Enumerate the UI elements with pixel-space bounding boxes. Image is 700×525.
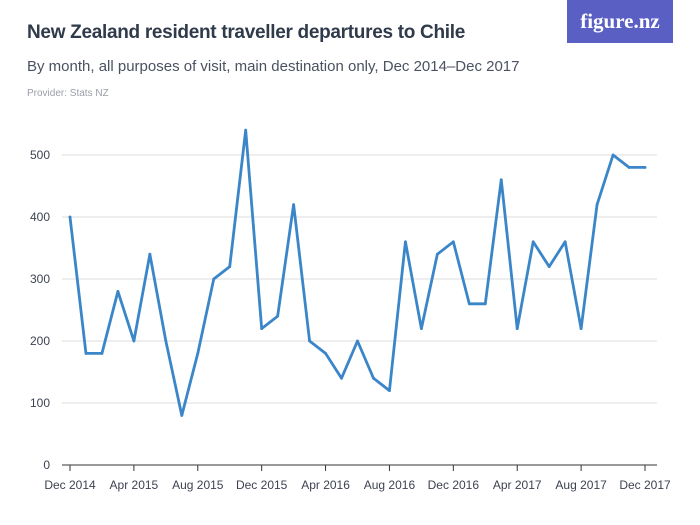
x-tick-label: Apr 2016 (301, 478, 350, 492)
data-point (292, 203, 296, 207)
chart-subtitle: By month, all purposes of visit, main de… (27, 58, 520, 75)
data-point (611, 153, 615, 157)
x-tick-label: Aug 2015 (172, 478, 224, 492)
data-point (260, 327, 264, 330)
data-point (116, 290, 120, 293)
data-point (531, 240, 535, 244)
data-point (308, 339, 311, 343)
data-point (404, 240, 407, 244)
data-point (451, 240, 455, 244)
x-tick-label: Apr 2015 (110, 478, 159, 492)
data-point (372, 376, 375, 380)
data-point (340, 376, 343, 380)
data-provider: Provider: Stats NZ (27, 88, 109, 99)
data-point (228, 265, 232, 268)
data-point (180, 414, 184, 417)
data-point (132, 339, 136, 343)
data-point (483, 302, 487, 306)
gridlines (62, 154, 657, 404)
data-point (276, 314, 280, 318)
data-point (563, 240, 567, 244)
data-point (579, 327, 583, 330)
data-point (100, 352, 104, 355)
data-point (499, 178, 503, 182)
x-tick-label: Aug 2016 (364, 478, 416, 492)
x-tick-label: Dec 2014 (44, 478, 96, 492)
data-point (435, 252, 439, 256)
y-tick-label: 400 (30, 210, 50, 224)
x-tick-label: Dec 2015 (236, 478, 288, 492)
data-point (148, 252, 152, 256)
data-point (515, 327, 519, 330)
chart-title: New Zealand resident traveller departure… (27, 22, 465, 43)
series-line (68, 128, 647, 417)
data-point (244, 128, 248, 132)
data-point (643, 166, 647, 169)
data-point (388, 389, 391, 392)
data-point (627, 166, 631, 169)
y-tick-label: 200 (30, 334, 50, 348)
data-point (356, 339, 359, 343)
data-point (212, 277, 216, 281)
y-axis: 0 100 200 300 400 500 (30, 148, 50, 472)
data-point (595, 203, 599, 207)
series-departures (68, 128, 647, 417)
y-tick-label: 100 (30, 396, 50, 410)
data-point (196, 352, 200, 355)
data-point (68, 215, 72, 219)
y-tick-label: 0 (43, 458, 50, 472)
x-tick-label: Aug 2017 (555, 478, 607, 492)
data-point (547, 265, 551, 268)
data-point (164, 339, 168, 343)
x-tick-label: Dec 2017 (619, 478, 671, 492)
x-tick-label: Dec 2016 (428, 478, 480, 492)
data-point (84, 352, 88, 355)
x-tick-label: Apr 2017 (493, 478, 542, 492)
data-point (324, 352, 327, 355)
data-point (419, 327, 423, 330)
y-tick-label: 500 (30, 148, 50, 162)
figure-nz-logo[interactable]: figure.nz (567, 0, 673, 43)
data-point (467, 302, 471, 306)
y-tick-label: 300 (30, 272, 50, 286)
x-axis: Dec 2014 Apr 2015 Aug 2015 Dec 2015 Apr 2016… (44, 464, 671, 492)
